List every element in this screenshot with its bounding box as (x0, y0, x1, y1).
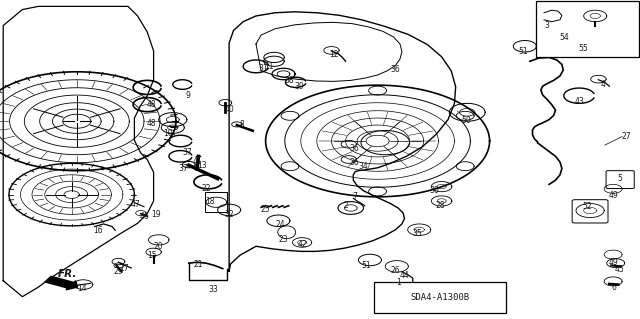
Text: 4: 4 (600, 80, 605, 89)
Text: 2: 2 (343, 201, 348, 210)
Text: 51: 51 (361, 261, 371, 270)
Circle shape (182, 161, 195, 168)
Text: 12: 12 (330, 50, 339, 59)
Text: 42: 42 (297, 240, 307, 249)
Text: 43: 43 (574, 97, 584, 106)
FancyArrow shape (45, 276, 77, 290)
Circle shape (281, 111, 299, 120)
Text: 18: 18 (205, 197, 214, 206)
Text: 36: 36 (349, 144, 359, 153)
Text: 27: 27 (621, 132, 631, 141)
Circle shape (281, 162, 299, 171)
Circle shape (369, 86, 387, 95)
Text: 9: 9 (185, 91, 190, 100)
Text: 49: 49 (608, 191, 618, 200)
Text: 28: 28 (436, 201, 445, 210)
Bar (374, 282, 506, 313)
Text: 7: 7 (353, 192, 358, 201)
Text: 48: 48 (147, 100, 157, 109)
Text: 31: 31 (259, 64, 269, 73)
Text: 5: 5 (617, 174, 622, 183)
Text: 46: 46 (139, 212, 149, 221)
Text: 41: 41 (192, 157, 202, 166)
Text: 49: 49 (608, 258, 618, 267)
Text: 24: 24 (275, 220, 285, 229)
Text: 22: 22 (202, 184, 211, 193)
Circle shape (369, 187, 387, 196)
Text: 36: 36 (349, 158, 359, 167)
Text: 26: 26 (390, 266, 401, 275)
Bar (205, 192, 227, 212)
Text: 40: 40 (224, 105, 234, 114)
Text: 8: 8 (239, 120, 244, 129)
Text: 20: 20 (154, 242, 164, 251)
Text: 54: 54 (559, 33, 570, 42)
Text: 32: 32 (224, 210, 234, 219)
Text: 16: 16 (93, 226, 103, 235)
Text: 10: 10 (163, 130, 173, 138)
Text: 17: 17 (118, 264, 129, 273)
Text: 45: 45 (614, 265, 625, 274)
Text: 47: 47 (131, 200, 141, 209)
Circle shape (338, 202, 364, 214)
Text: 34: 34 (358, 162, 369, 171)
Text: 13: 13 (196, 161, 207, 170)
Text: 11: 11 (264, 63, 273, 71)
Text: 38: 38 (284, 76, 294, 85)
Bar (536, 1, 639, 57)
Text: 15: 15 (147, 251, 157, 260)
Text: 25: 25 (260, 205, 271, 214)
Text: 37: 37 (182, 148, 192, 157)
Circle shape (456, 162, 474, 171)
Text: SDA4-A1300B: SDA4-A1300B (410, 293, 470, 302)
Text: 6: 6 (612, 283, 617, 292)
Text: 33: 33 (208, 285, 218, 294)
Text: 23: 23 (278, 235, 288, 244)
Text: 37: 37 (179, 164, 189, 173)
Text: 44: 44 (399, 271, 410, 280)
Text: 1: 1 (396, 278, 401, 287)
Text: 3: 3 (545, 21, 550, 30)
Text: 50: 50 (461, 116, 471, 125)
Text: 36: 36 (390, 65, 401, 74)
Text: 14: 14 (77, 284, 87, 293)
Text: 30: 30 (429, 186, 439, 195)
Text: 55: 55 (579, 44, 589, 53)
Text: 39: 39 (294, 82, 305, 91)
Text: 48: 48 (147, 119, 157, 128)
Text: 51: 51 (518, 47, 529, 56)
Text: FR.: FR. (58, 269, 77, 279)
Text: 29: 29 (113, 267, 124, 276)
Text: 21: 21 (194, 260, 203, 269)
Text: 35: 35 (412, 229, 422, 238)
Text: 52: 52 (582, 202, 593, 211)
Circle shape (456, 111, 474, 120)
Text: 19: 19 (150, 210, 161, 219)
